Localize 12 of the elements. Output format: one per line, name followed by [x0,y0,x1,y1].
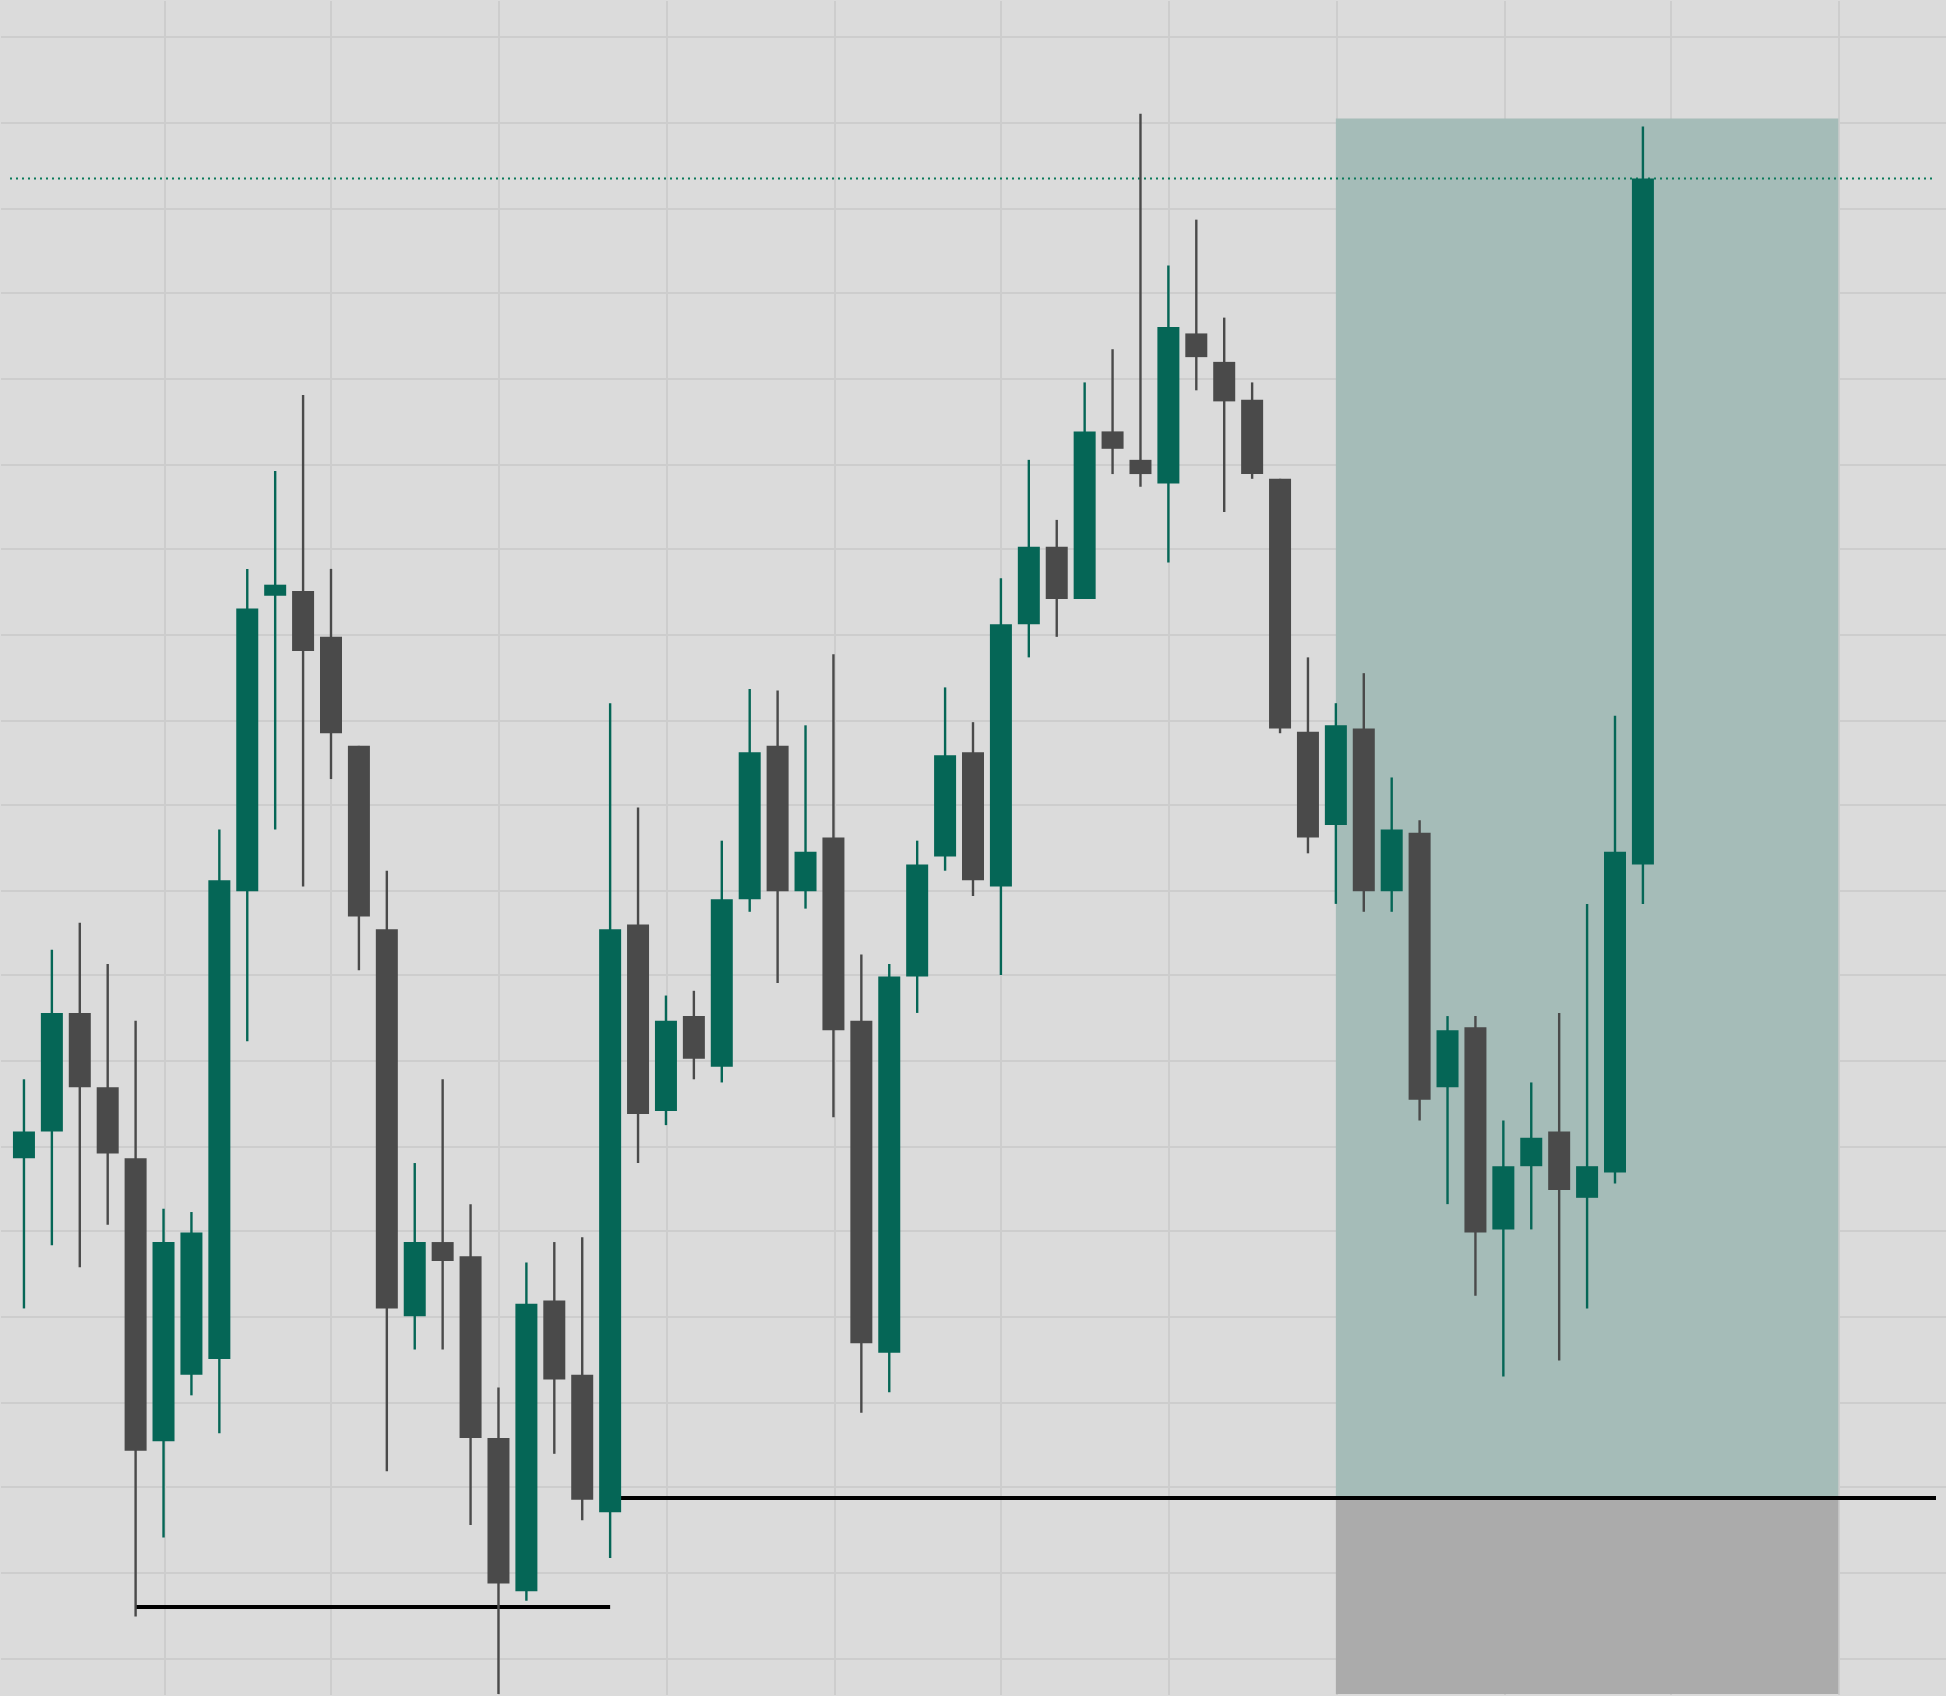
candlestick [1576,902,1599,1310]
candlestick [431,1078,454,1351]
candlestick [292,393,315,888]
candlestick [794,724,817,910]
candlestick [682,989,705,1081]
candlestick [1520,1081,1543,1231]
candlestick [1213,316,1236,514]
candlestick [12,1078,35,1310]
candlestick [1185,218,1208,392]
candlestick [1101,348,1124,476]
candlestick [1129,112,1152,488]
candlestick [264,469,287,831]
